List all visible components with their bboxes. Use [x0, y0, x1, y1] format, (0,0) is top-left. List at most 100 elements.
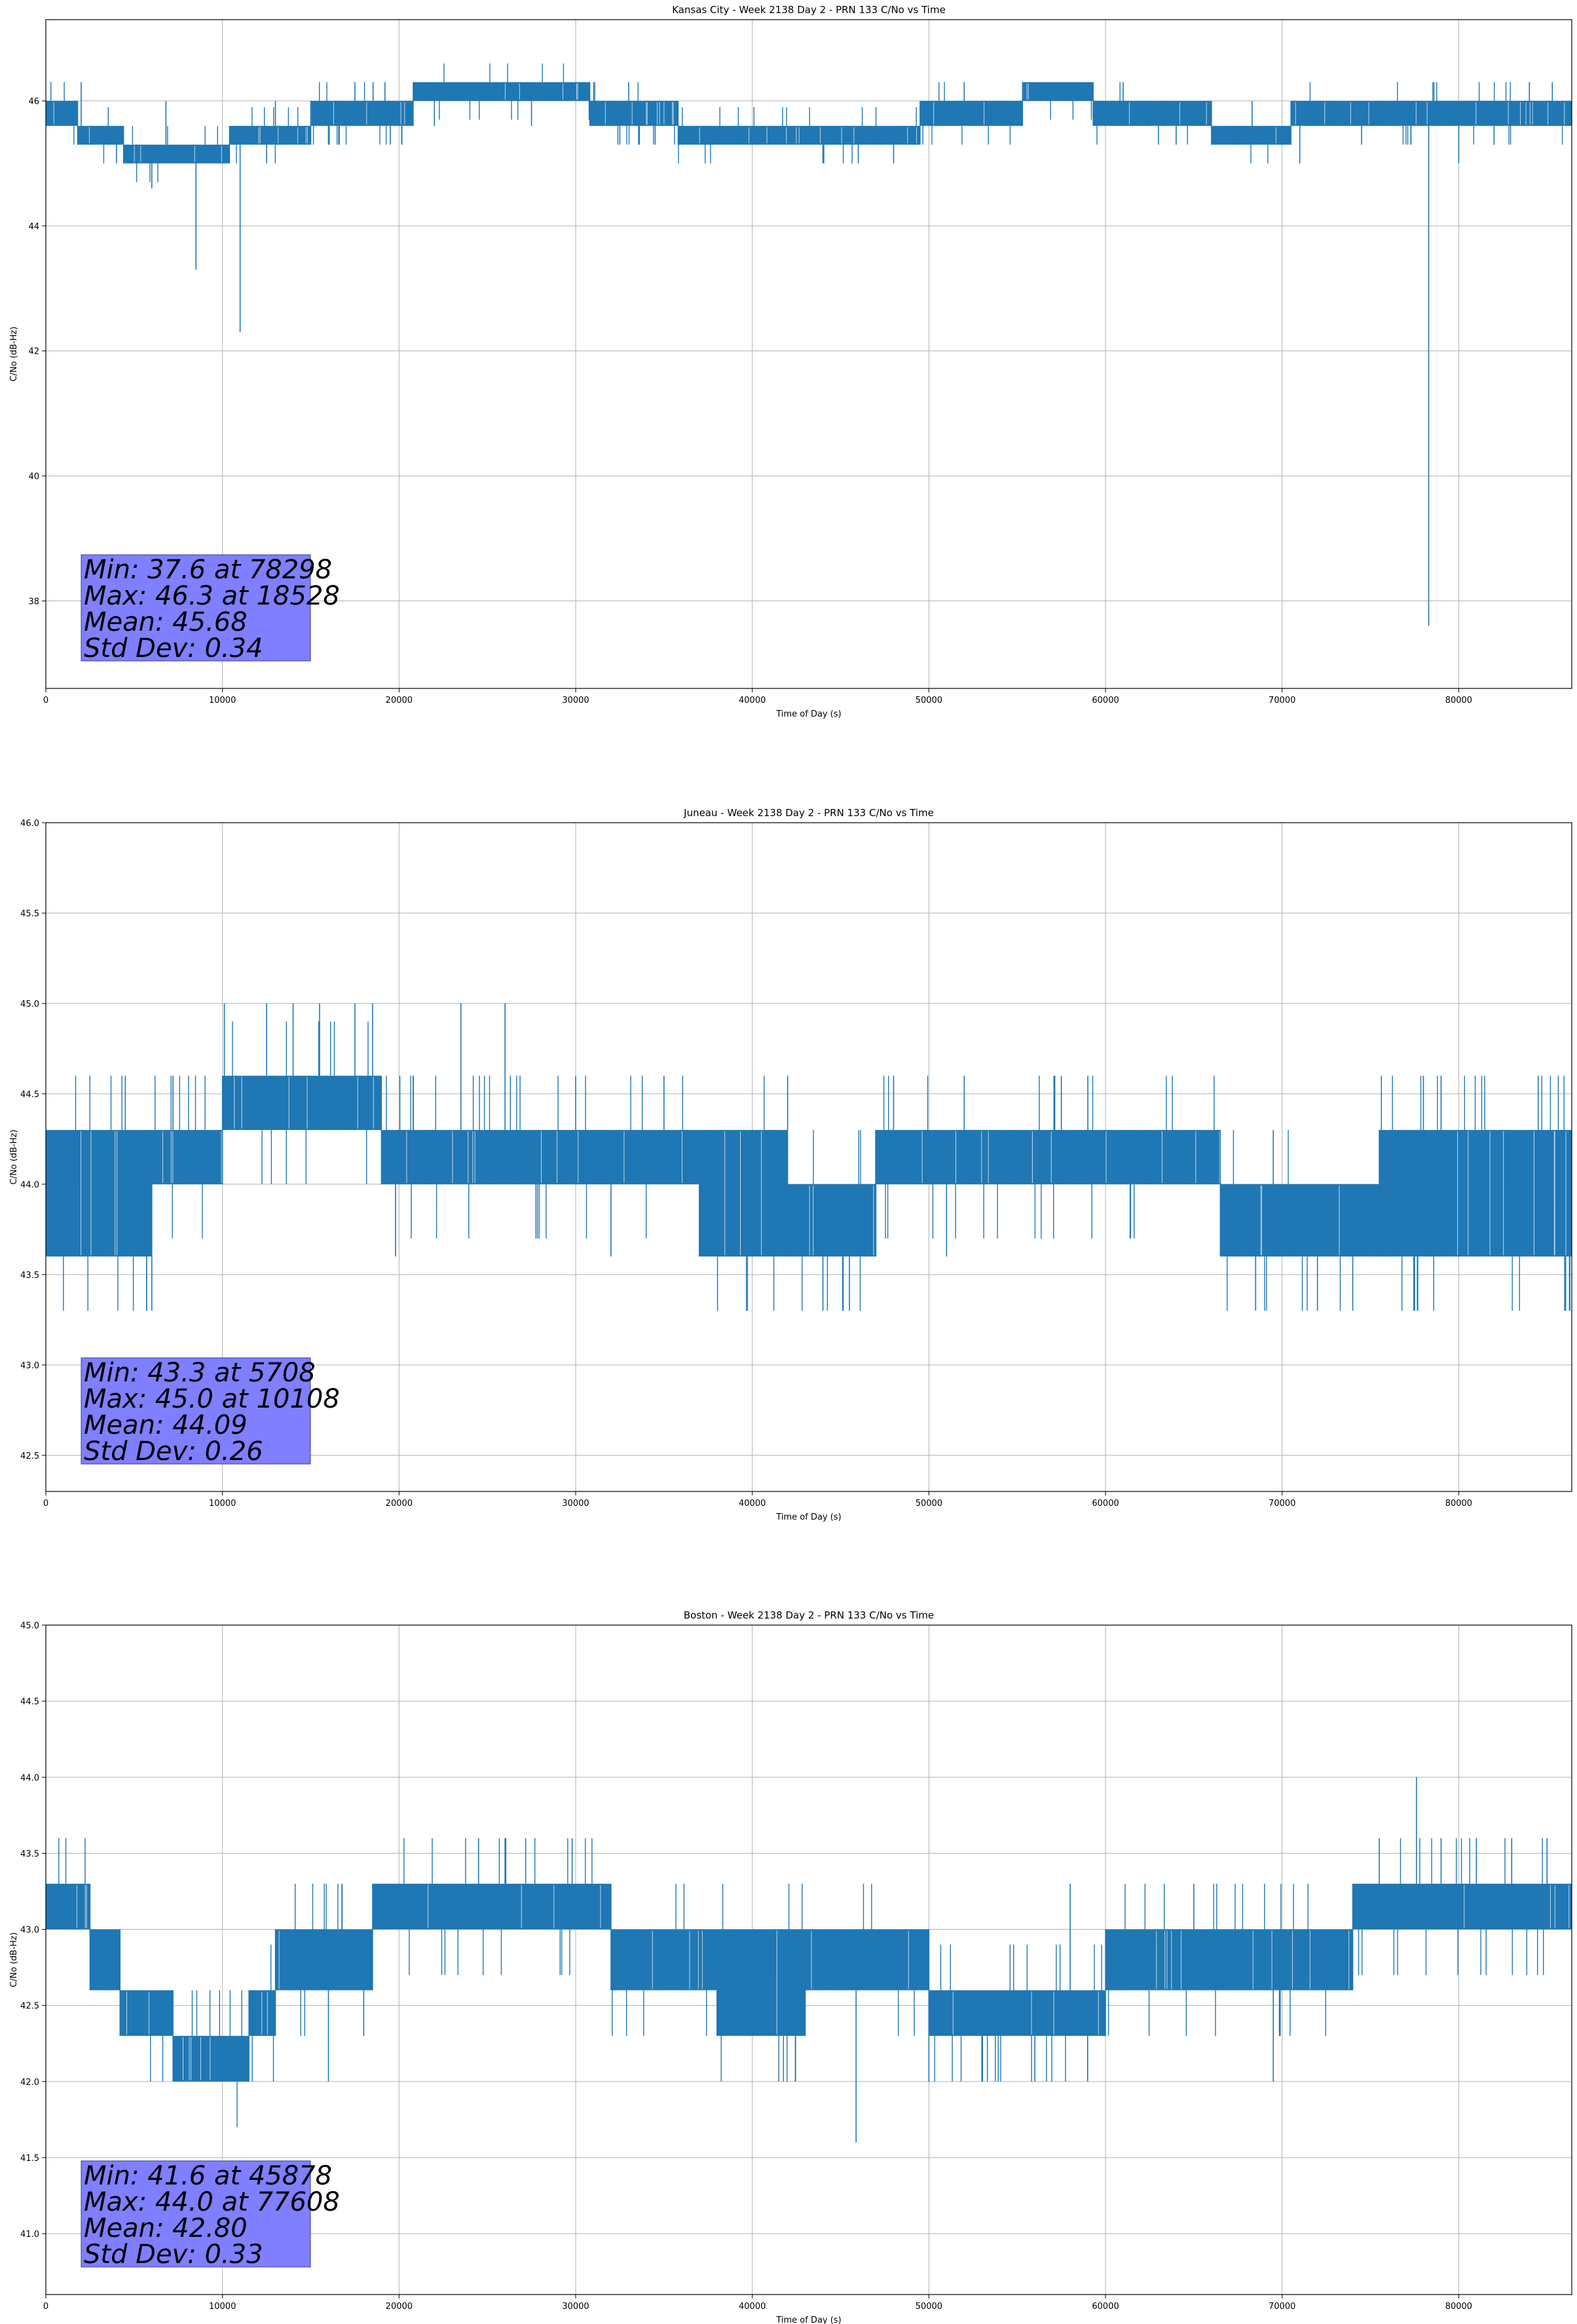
x-tick-label: 60000 — [1092, 1499, 1119, 1509]
data-band — [929, 1990, 1106, 2036]
x-tick-label: 10000 — [209, 1499, 236, 1509]
data-trace-gaps — [1260, 1185, 1340, 1256]
x-tick-label: 50000 — [916, 696, 942, 705]
data-trace-lines — [1358, 1838, 1568, 1976]
data-trace-gaps — [261, 1991, 268, 2035]
data-trace-lines — [276, 1883, 371, 2036]
x-tick-label: 80000 — [1445, 2302, 1472, 2312]
data-trace-gaps — [541, 1131, 682, 1183]
data-band — [151, 1130, 223, 1184]
data-band — [699, 1130, 788, 1257]
data-band — [310, 101, 413, 126]
data-trace-lines — [516, 1076, 696, 1239]
x-tick-label: 0 — [43, 696, 48, 705]
x-tick-label: 80000 — [1445, 1499, 1472, 1509]
chart-panel-3: 0 10000 20000 30000 40000 50000 60000 70000 8000… — [9, 1609, 1572, 2324]
stats-line: Max: 45.0 at 10108 — [84, 1384, 340, 1414]
data-trace-lines — [127, 126, 229, 183]
x-tick-label: 0 — [43, 1499, 48, 1509]
stats-box — [81, 2160, 311, 2268]
data-band — [805, 1929, 929, 1991]
y-tick-label: 44.0 — [20, 1180, 39, 1190]
data-band — [610, 1929, 717, 1991]
x-tick-label: 50000 — [916, 2302, 942, 2312]
y-tick-label: 43.0 — [20, 1926, 39, 1936]
data-band — [77, 126, 124, 145]
x-axis-label: Time of Day (s) — [775, 709, 841, 719]
data-trace-lines — [1381, 1076, 1570, 1311]
x-tick-label: 40000 — [739, 696, 766, 705]
y-tick-label: 45.5 — [20, 909, 39, 919]
x-tick-label: 40000 — [739, 2302, 766, 2312]
data-band — [173, 2036, 250, 2082]
data-band — [1220, 1184, 1380, 1257]
y-axis-label: C/No (dB-Hz) — [9, 1932, 19, 1987]
data-trace-lines — [417, 63, 590, 120]
x-tick-label: 30000 — [562, 1499, 589, 1509]
data-trace-gaps — [921, 1131, 1220, 1183]
stats-line: Std Dev: 0.33 — [84, 2240, 263, 2270]
stats-line: Max: 44.0 at 77608 — [84, 2187, 340, 2217]
data-band — [1291, 101, 1572, 126]
x-tick-label: 50000 — [916, 1499, 942, 1509]
data-band — [123, 144, 230, 164]
data-band — [120, 1990, 174, 2036]
x-tick-label: 70000 — [1269, 2302, 1295, 2312]
chart-title: Boston - Week 2138 Day 2 - PRN 133 C/No … — [684, 1609, 934, 1621]
data-trace-lines — [376, 1838, 606, 1976]
y-tick-label: 44.5 — [20, 1697, 39, 1707]
data-trace-gaps — [134, 145, 222, 162]
data-trace-lines — [593, 82, 675, 145]
y-tick-label: 42.5 — [20, 2002, 39, 2012]
data-band — [513, 1130, 699, 1184]
stats-line: Std Dev: 0.26 — [84, 1436, 263, 1467]
data-trace-gaps — [724, 1131, 762, 1256]
stats-line: Min: 43.3 at 5708 — [84, 1358, 316, 1388]
x-tick-label: 10000 — [209, 696, 236, 705]
plot-frame — [45, 19, 1572, 689]
data-band — [46, 1130, 152, 1257]
x-tick-label: 0 — [43, 2302, 48, 2312]
data-band — [413, 82, 590, 102]
data-band — [229, 126, 311, 145]
data-trace-gaps — [406, 1131, 475, 1183]
data-band — [876, 1130, 1221, 1184]
data-band — [716, 1929, 806, 2036]
data-trace-gaps — [1129, 102, 1207, 125]
data-trace-lines — [92, 1929, 119, 1991]
data-band — [249, 1990, 276, 2036]
data-trace-lines — [381, 1076, 511, 1239]
data-trace-gaps — [1156, 1930, 1350, 1989]
stats-line: Std Dev: 0.34 — [84, 633, 263, 664]
y-tick-label: 44.0 — [20, 1773, 39, 1783]
data-trace-gaps — [811, 1930, 909, 1989]
y-tick-label: 42.0 — [20, 2078, 39, 2088]
x-tick-label: 80000 — [1445, 696, 1472, 705]
plot-frame — [45, 822, 1572, 1492]
y-tick-label: 42.5 — [20, 1452, 39, 1461]
x-tick-label: 20000 — [386, 1499, 413, 1509]
data-trace-gaps — [1457, 1131, 1567, 1256]
stats-line: Max: 46.3 at 18528 — [84, 581, 340, 611]
x-axis-label: Time of Day (s) — [775, 2315, 841, 2324]
stats-line: Min: 37.6 at 78298 — [84, 555, 332, 585]
data-trace-gaps — [126, 1991, 149, 2035]
data-band — [275, 1929, 373, 1991]
series-trace — [46, 1003, 1572, 1311]
chart-title: Kansas City - Week 2138 Day 2 - PRN 133 … — [672, 4, 946, 16]
y-tick-label: 38 — [28, 597, 39, 607]
data-band — [1105, 1929, 1353, 1991]
x-tick-label: 20000 — [386, 2302, 413, 2312]
stats-line: Mean: 45.68 — [84, 607, 248, 637]
data-trace-gaps — [81, 1131, 118, 1256]
data-trace-gaps — [933, 102, 985, 125]
y-tick-label: 43.5 — [20, 1271, 39, 1281]
data-trace-gaps — [183, 2037, 211, 2080]
y-tick-label: 46 — [28, 97, 39, 107]
y-tick-label: 43.5 — [20, 1849, 39, 1859]
y-tick-label: 45.0 — [20, 1000, 39, 1009]
y-tick-label: 41.5 — [20, 2154, 39, 2164]
data-trace-gaps — [652, 1930, 703, 1989]
data-trace-lines — [155, 1076, 221, 1239]
